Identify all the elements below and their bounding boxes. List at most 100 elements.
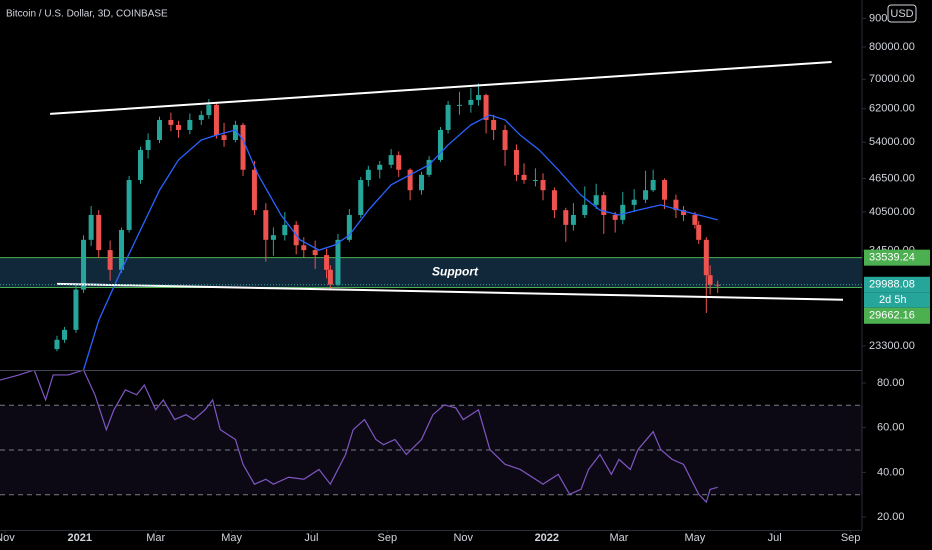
candle-body	[282, 224, 288, 236]
candle-body	[62, 329, 68, 340]
candle-body	[187, 119, 193, 130]
candle-body	[692, 214, 698, 225]
candle-body	[612, 214, 618, 220]
candle-body	[324, 255, 330, 270]
candle-body	[673, 199, 679, 211]
rsi-tick-label: 40.00	[877, 466, 905, 478]
candle-body	[437, 129, 443, 160]
candle-body	[620, 204, 626, 220]
trendline	[56, 282, 844, 301]
candle-body	[198, 115, 204, 120]
y-tick-label: 54000.00	[869, 136, 915, 148]
candle-body	[81, 239, 87, 290]
candle-body	[107, 250, 113, 270]
rsi-pane	[0, 371, 862, 504]
candle-body	[551, 190, 557, 211]
support-label: Support	[432, 265, 479, 279]
candle-body	[456, 104, 462, 106]
countdown-box	[864, 292, 930, 308]
candle-body	[221, 135, 227, 140]
support-bottom-tag-box	[864, 307, 930, 324]
support-top-tag: 33539.24	[869, 252, 915, 264]
axes: 23300.0034500.0040500.0046500.0054000.00…	[0, 12, 930, 544]
y-tick-label: 23300.00	[869, 340, 915, 352]
x-tick-label: Nov	[0, 532, 15, 544]
candle-body	[419, 174, 425, 191]
candle-body	[312, 250, 318, 256]
candle-body	[263, 210, 269, 240]
y-tick-label: 46500.00	[869, 172, 915, 184]
candle-body	[407, 169, 413, 191]
candle-body	[156, 119, 162, 140]
candle-body	[358, 180, 364, 215]
rsi-tick-label: 20.00	[877, 511, 905, 523]
candle-body	[491, 119, 497, 130]
candle-body	[563, 210, 569, 225]
countdown: 2d 5h	[879, 294, 907, 306]
x-tick-label: Mar	[146, 532, 165, 544]
rsi-tick-label: 80.00	[877, 377, 905, 389]
rsi-tick-label: 60.00	[877, 422, 905, 434]
candle-body	[540, 180, 546, 191]
candle-body	[365, 169, 371, 181]
support-bottom-tag: 29662.16	[869, 310, 915, 322]
rsi-line	[0, 371, 718, 504]
candle-body	[96, 214, 102, 251]
y-tick-label: 70000.00	[869, 73, 915, 85]
x-tick-label: May	[221, 532, 242, 544]
candle-body	[301, 245, 307, 251]
y-tick-label: 62000.00	[869, 103, 915, 115]
candle-body	[513, 149, 519, 175]
currency-label[interactable]: USD	[890, 8, 913, 20]
candle-body	[232, 124, 238, 140]
candle-body	[270, 235, 276, 240]
candle-body	[521, 174, 527, 181]
candle-body	[662, 180, 668, 200]
candle-body	[213, 104, 219, 136]
x-tick-label: Mar	[609, 532, 628, 544]
candle-body	[206, 104, 212, 116]
x-tick-label: 2022	[535, 532, 559, 544]
x-tick-label: May	[685, 532, 706, 544]
candle-body	[650, 180, 656, 191]
currency-box[interactable]	[887, 4, 917, 23]
candle-body	[388, 155, 394, 165]
candle-body	[532, 180, 538, 182]
y-tick-label: 80000.00	[869, 41, 915, 53]
x-tick-label: Jul	[768, 532, 782, 544]
support-zone	[0, 257, 862, 288]
candle-body	[468, 99, 474, 105]
last-price-tag-box	[864, 276, 930, 293]
candle-body	[73, 289, 79, 330]
candle-body	[145, 139, 151, 150]
candle-body	[703, 239, 709, 276]
candle-body	[582, 204, 588, 215]
candle-body	[396, 155, 402, 170]
candle-body	[168, 119, 174, 125]
candle-body	[335, 239, 341, 285]
candle-body	[327, 269, 333, 285]
candle-body	[377, 164, 383, 170]
x-tick-label: Sep	[378, 532, 398, 544]
candle-body	[681, 210, 687, 215]
candle-body	[251, 169, 257, 211]
support-top-tag-box	[864, 249, 930, 266]
candle-body	[88, 214, 94, 240]
candle-body	[54, 339, 60, 350]
candle-body	[502, 129, 508, 150]
currency-badge[interactable]: USD	[887, 4, 917, 23]
candle-body	[475, 95, 481, 100]
candle-body	[707, 275, 713, 285]
chart-title: Bitcoin / U.S. Dollar, 3D, COINBASE	[6, 9, 168, 20]
last-price-tag: 29988.08	[869, 279, 915, 291]
candle-body	[593, 195, 599, 205]
x-tick-label: 2021	[68, 532, 92, 544]
candle-body	[445, 104, 451, 130]
x-tick-label: Sep	[841, 532, 861, 544]
candle-body	[346, 214, 352, 240]
trendline	[50, 60, 832, 115]
candle-body	[483, 95, 489, 120]
candle-body	[175, 124, 181, 130]
candle-body	[426, 159, 432, 175]
